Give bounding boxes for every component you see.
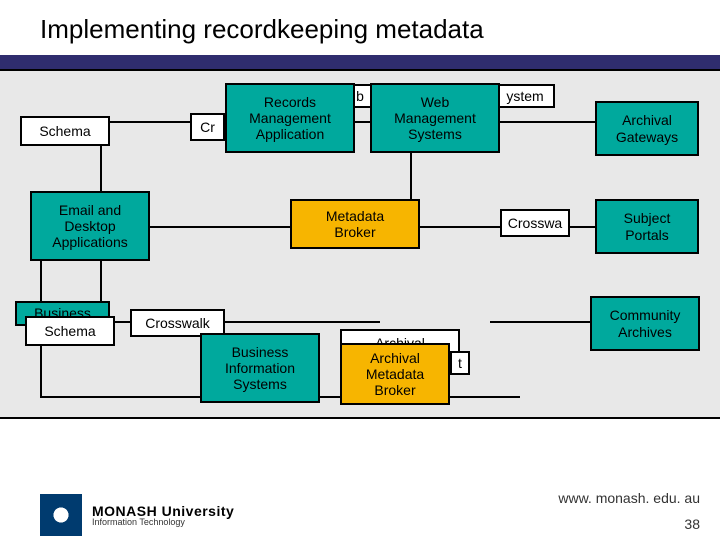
archival-gateways-label: Archival Gateways [616,112,678,144]
crosswalk-label-1: Cr [200,119,215,135]
system-frag-label: ystem [506,88,543,104]
footer-url: www. monash. edu. au [558,490,700,506]
metadata-broker-label: Metadata Broker [326,208,384,240]
schema-label-1: Schema [39,123,90,139]
title-underline [0,55,720,69]
web-mgmt-box: Web Management Systems [370,83,500,153]
department-name: Information Technology [92,518,234,527]
bis-box: Business Information Systems [200,333,320,403]
t-frag-box: t [450,351,470,375]
metadata-broker-box: Metadata Broker [290,199,420,249]
system-frag-box: ystem [495,84,555,108]
logo-shield-icon [40,494,82,536]
records-mgmt-label: Records Management Application [249,94,331,142]
logo-text: MONASH University Information Technology [92,504,234,527]
subject-portals-box: Subject Portals [595,199,699,254]
web-mgmt-label: Web Management Systems [394,94,476,142]
page-number: 38 [684,516,700,532]
web-label: b [356,88,364,104]
schema-box-2: Schema [25,316,115,346]
email-desktop-box: Email and Desktop Applications [30,191,150,261]
line-h3 [80,321,380,323]
monash-logo: MONASH University Information Technology [40,494,234,536]
slide-title: Implementing recordkeeping metadata [0,0,720,55]
community-archives-box: Community Archives [590,296,700,351]
crosswalk-label-3: Crosswa [508,215,562,231]
records-mgmt-box: Records Management Application [225,83,355,153]
archival-meta-broker-box: Archival Metadata Broker [340,343,450,405]
t-frag-label: t [458,355,462,371]
footer: MONASH University Information Technology… [0,480,720,540]
diagram-area: Schema Email and Desktop Applications Bu… [0,69,720,419]
archival-meta-broker-label: Archival Metadata Broker [366,350,424,398]
crosswalk-frag-1: Cr [190,113,225,141]
community-archives-label: Community Archives [610,307,681,339]
crosswalk-label-2: Crosswalk [145,315,210,331]
schema-label-2: Schema [44,323,95,339]
archival-gateways-box: Archival Gateways [595,101,699,156]
crosswalk-frag-3: Crosswa [500,209,570,237]
line-h4 [490,121,610,123]
subject-portals-label: Subject Portals [624,210,671,242]
bis-label: Business Information Systems [225,344,295,392]
schema-box-1: Schema [20,116,110,146]
email-desktop-label: Email and Desktop Applications [52,202,128,250]
university-name: MONASH University [92,504,234,518]
